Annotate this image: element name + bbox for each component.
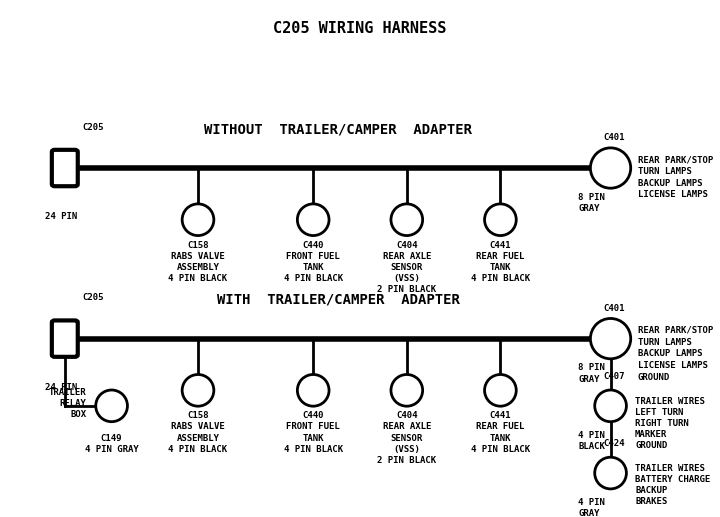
Text: C407: C407: [603, 372, 625, 381]
Ellipse shape: [391, 374, 423, 406]
Text: C440
FRONT FUEL
TANK
4 PIN BLACK: C440 FRONT FUEL TANK 4 PIN BLACK: [284, 241, 343, 283]
Text: TRAILER WIRES
LEFT TURN
RIGHT TURN
MARKER
GROUND: TRAILER WIRES LEFT TURN RIGHT TURN MARKE…: [635, 397, 705, 450]
Text: C441
REAR FUEL
TANK
4 PIN BLACK: C441 REAR FUEL TANK 4 PIN BLACK: [471, 241, 530, 283]
Ellipse shape: [595, 390, 626, 422]
Text: 8 PIN
GRAY: 8 PIN GRAY: [578, 363, 605, 384]
Text: TRAILER WIRES
BATTERY CHARGE
BACKUP
BRAKES: TRAILER WIRES BATTERY CHARGE BACKUP BRAK…: [635, 464, 711, 506]
Text: C158
RABS VALVE
ASSEMBLY
4 PIN BLACK: C158 RABS VALVE ASSEMBLY 4 PIN BLACK: [168, 412, 228, 453]
Text: WITH  TRAILER/CAMPER  ADAPTER: WITH TRAILER/CAMPER ADAPTER: [217, 293, 460, 307]
Text: C205 WIRING HARNESS: C205 WIRING HARNESS: [274, 21, 446, 36]
Ellipse shape: [297, 204, 329, 236]
Text: C158
RABS VALVE
ASSEMBLY
4 PIN BLACK: C158 RABS VALVE ASSEMBLY 4 PIN BLACK: [168, 241, 228, 283]
Ellipse shape: [590, 318, 631, 359]
Ellipse shape: [595, 457, 626, 489]
Text: C404
REAR AXLE
SENSOR
(VSS)
2 PIN BLACK: C404 REAR AXLE SENSOR (VSS) 2 PIN BLACK: [377, 412, 436, 465]
Ellipse shape: [485, 204, 516, 236]
Text: C401: C401: [603, 133, 625, 142]
Text: C404
REAR AXLE
SENSOR
(VSS)
2 PIN BLACK: C404 REAR AXLE SENSOR (VSS) 2 PIN BLACK: [377, 241, 436, 294]
Text: 8 PIN
GRAY: 8 PIN GRAY: [578, 193, 605, 213]
Ellipse shape: [297, 374, 329, 406]
Text: 24 PIN: 24 PIN: [45, 212, 77, 221]
Text: C401: C401: [603, 304, 625, 313]
Text: REAR PARK/STOP
TURN LAMPS
BACKUP LAMPS
LICENSE LAMPS: REAR PARK/STOP TURN LAMPS BACKUP LAMPS L…: [638, 155, 714, 200]
Text: C205: C205: [83, 123, 104, 132]
Text: C205: C205: [83, 294, 104, 302]
FancyBboxPatch shape: [52, 321, 78, 357]
Text: C441
REAR FUEL
TANK
4 PIN BLACK: C441 REAR FUEL TANK 4 PIN BLACK: [471, 412, 530, 453]
Text: WITHOUT  TRAILER/CAMPER  ADAPTER: WITHOUT TRAILER/CAMPER ADAPTER: [204, 122, 472, 136]
Ellipse shape: [485, 374, 516, 406]
Text: TRAILER
RELAY
BOX: TRAILER RELAY BOX: [49, 388, 86, 419]
Text: C424: C424: [603, 439, 625, 448]
Text: 24 PIN: 24 PIN: [45, 383, 77, 391]
Text: 4 PIN
BLACK: 4 PIN BLACK: [578, 431, 605, 451]
FancyBboxPatch shape: [52, 150, 78, 186]
Ellipse shape: [96, 390, 127, 422]
Ellipse shape: [182, 204, 214, 236]
Text: REAR PARK/STOP
TURN LAMPS
BACKUP LAMPS
LICENSE LAMPS
GROUND: REAR PARK/STOP TURN LAMPS BACKUP LAMPS L…: [638, 326, 714, 382]
Ellipse shape: [391, 204, 423, 236]
Text: C440
FRONT FUEL
TANK
4 PIN BLACK: C440 FRONT FUEL TANK 4 PIN BLACK: [284, 412, 343, 453]
Text: 4 PIN
GRAY: 4 PIN GRAY: [578, 498, 605, 517]
Ellipse shape: [590, 148, 631, 188]
Ellipse shape: [182, 374, 214, 406]
Text: C149
4 PIN GRAY: C149 4 PIN GRAY: [85, 434, 138, 454]
